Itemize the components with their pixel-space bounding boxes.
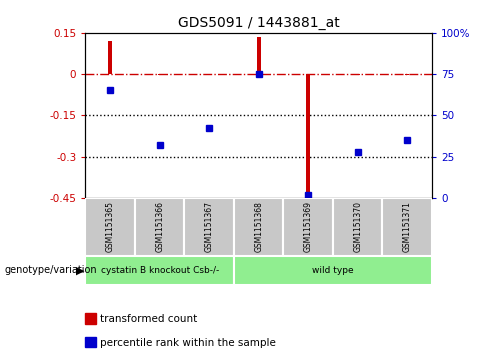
- Bar: [108, 41, 112, 74]
- Text: GSM1151369: GSM1151369: [304, 201, 313, 252]
- Text: GSM1151371: GSM1151371: [403, 201, 412, 252]
- Text: GSM1151367: GSM1151367: [204, 201, 214, 252]
- Bar: [405, 74, 409, 76]
- Bar: [158, 74, 162, 76]
- Bar: [234, 256, 432, 285]
- Bar: [257, 37, 261, 74]
- Text: GSM1151370: GSM1151370: [353, 201, 362, 252]
- Text: percentile rank within the sample: percentile rank within the sample: [100, 338, 276, 348]
- Text: transformed count: transformed count: [100, 314, 197, 325]
- Bar: [284, 198, 333, 256]
- Bar: [207, 74, 211, 76]
- Bar: [184, 198, 234, 256]
- Text: cystatin B knockout Csb-/-: cystatin B knockout Csb-/-: [101, 266, 219, 275]
- Bar: [135, 198, 184, 256]
- Bar: [85, 198, 135, 256]
- Text: genotype/variation: genotype/variation: [5, 265, 98, 276]
- Text: ▶: ▶: [76, 265, 84, 276]
- Bar: [356, 74, 360, 76]
- Bar: [234, 198, 284, 256]
- Bar: [383, 198, 432, 256]
- Text: GSM1151366: GSM1151366: [155, 201, 164, 252]
- Text: wild type: wild type: [312, 266, 354, 275]
- Bar: [85, 256, 234, 285]
- Bar: [333, 198, 383, 256]
- Title: GDS5091 / 1443881_at: GDS5091 / 1443881_at: [178, 16, 340, 30]
- Text: GSM1151368: GSM1151368: [254, 201, 263, 252]
- Bar: [306, 74, 310, 201]
- Text: GSM1151365: GSM1151365: [105, 201, 115, 252]
